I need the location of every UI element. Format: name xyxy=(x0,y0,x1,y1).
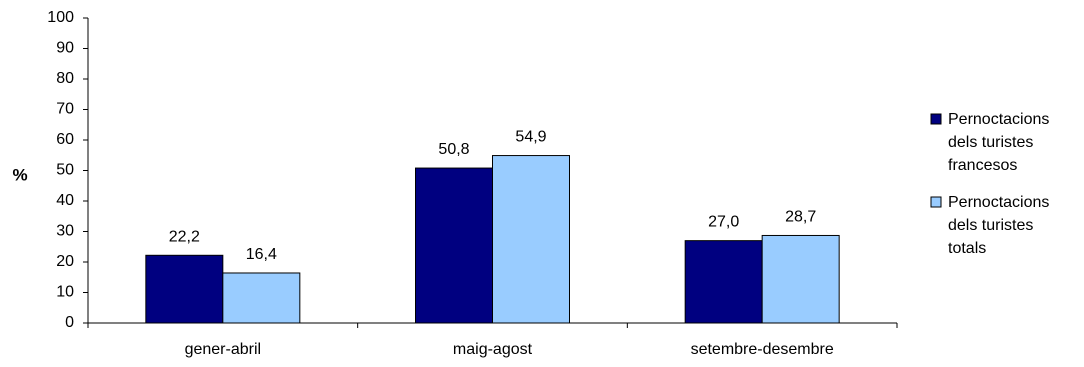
legend-label: Pernoctacions dels turistes totals xyxy=(948,194,1049,257)
legend-swatch xyxy=(930,196,942,208)
data-label: 28,7 xyxy=(785,208,816,225)
y-tick-label: 70 xyxy=(56,101,74,118)
bar-francesos xyxy=(145,254,224,324)
bar-totals xyxy=(222,272,301,324)
legend-label-line: totals xyxy=(948,240,986,257)
x-category-label: gener-abril xyxy=(185,341,261,358)
y-tick-label: 100 xyxy=(47,9,74,26)
bars xyxy=(145,155,840,324)
y-tick-label: 80 xyxy=(56,70,74,87)
legend-label: Pernoctacions dels turistes francesos xyxy=(948,111,1049,174)
y-tick-label: 30 xyxy=(56,223,74,240)
legend-label-line: Pernoctacions xyxy=(948,111,1049,128)
data-label: 27,0 xyxy=(708,214,739,231)
legend-label-line: dels turistes xyxy=(948,134,1033,151)
y-tick-label: 20 xyxy=(56,253,74,270)
legend: Pernoctacions dels turistes francesosPerno… xyxy=(930,111,1049,257)
bar-totals xyxy=(492,155,570,324)
legend-label-line: Pernoctacions xyxy=(948,194,1049,211)
data-label: 50,8 xyxy=(438,141,469,158)
y-tick-label: 60 xyxy=(56,131,74,148)
y-tick-label: 90 xyxy=(56,40,74,57)
y-tick-label: 10 xyxy=(56,284,74,301)
y-tick-label: 50 xyxy=(56,162,74,179)
y-tick-label: 0 xyxy=(65,314,74,331)
bar-francesos xyxy=(684,240,763,324)
data-label: 22,2 xyxy=(169,228,200,245)
data-labels: 22,2 16,4 50,8 54,9 27,0 28,7 xyxy=(169,129,817,263)
x-category-label: setembre-desembre xyxy=(691,341,834,358)
legend-swatch xyxy=(930,113,942,125)
legend-label-line: francesos xyxy=(948,157,1017,174)
y-axis: 0 10 20 30 40 50 60 70 80 90 100 xyxy=(47,9,89,331)
x-category-label: maig-agost xyxy=(453,341,533,358)
data-label: 16,4 xyxy=(246,246,277,263)
legend-label-line: dels turistes xyxy=(948,217,1033,234)
bar-francesos xyxy=(415,167,493,324)
bar-totals xyxy=(761,234,840,324)
x-axis: gener-abril maig-agost setembre-desembre xyxy=(87,322,898,358)
data-label: 54,9 xyxy=(515,129,546,146)
y-axis-title: % xyxy=(12,165,27,184)
y-tick-label: 40 xyxy=(56,192,74,209)
